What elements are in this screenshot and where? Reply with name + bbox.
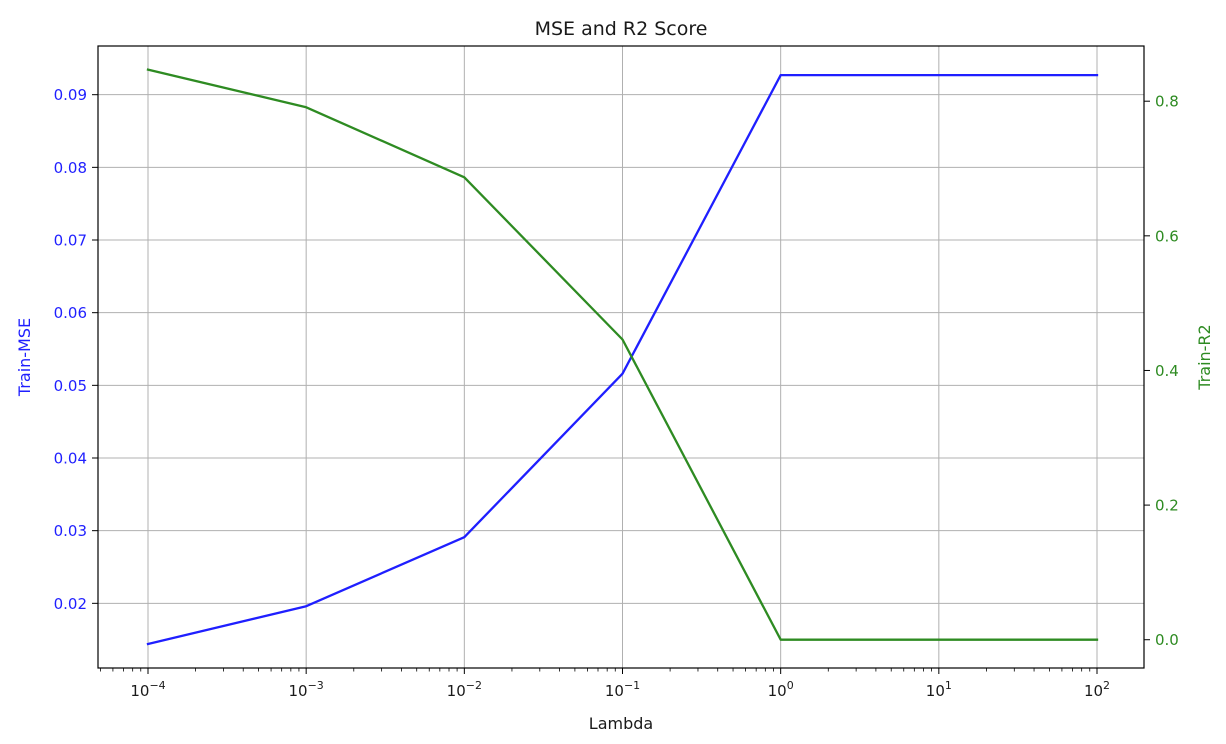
left-y-tick-label: 0.02 — [54, 595, 87, 613]
right-y-axis: 0.0 0.2 0.4 0.6 0.8 — [1144, 93, 1179, 649]
right-y-tick-label: 0.4 — [1155, 362, 1179, 380]
x-tick-label: 102 — [1084, 679, 1110, 700]
right-y-tick-label: 0.6 — [1155, 227, 1179, 245]
left-y-tick-label: 0.03 — [54, 522, 87, 540]
x-tick-label: 10−2 — [447, 679, 482, 700]
x-tick-label: 101 — [926, 679, 952, 700]
left-y-tick-label: 0.04 — [54, 450, 87, 468]
left-y-tick-label: 0.09 — [54, 86, 87, 104]
r2-line — [146, 68, 1099, 641]
right-y-tick-label: 0.8 — [1155, 93, 1179, 111]
mse-line — [146, 73, 1099, 646]
left-y-axis: 0.02 0.03 0.04 0.05 0.06 0.07 0.08 0.09 — [54, 86, 98, 613]
series-layer — [146, 68, 1099, 646]
left-y-tick-label: 0.06 — [54, 304, 87, 322]
left-y-axis-label: Train-MSE — [15, 318, 34, 397]
x-tick-label: 10−1 — [605, 679, 640, 700]
left-y-tick-label: 0.07 — [54, 232, 87, 250]
right-y-tick-label: 0.2 — [1155, 497, 1179, 515]
grid — [98, 46, 1144, 668]
x-axis-label: Lambda — [589, 714, 653, 733]
x-tick-label: 10−3 — [289, 679, 324, 700]
right-y-axis-label: Train-R2 — [1195, 324, 1214, 390]
right-y-tick-label: 0.0 — [1155, 631, 1179, 649]
left-y-tick-label: 0.08 — [54, 159, 87, 177]
chart-title: MSE and R2 Score — [535, 18, 708, 40]
left-y-tick-label: 0.05 — [54, 377, 87, 395]
plot-frame — [97, 45, 1145, 669]
x-tick-label: 100 — [768, 679, 794, 700]
x-tick-label: 10−4 — [130, 679, 165, 700]
x-axis: 10−4 10−3 10−2 10−1 100 101 102 — [99, 668, 1110, 700]
